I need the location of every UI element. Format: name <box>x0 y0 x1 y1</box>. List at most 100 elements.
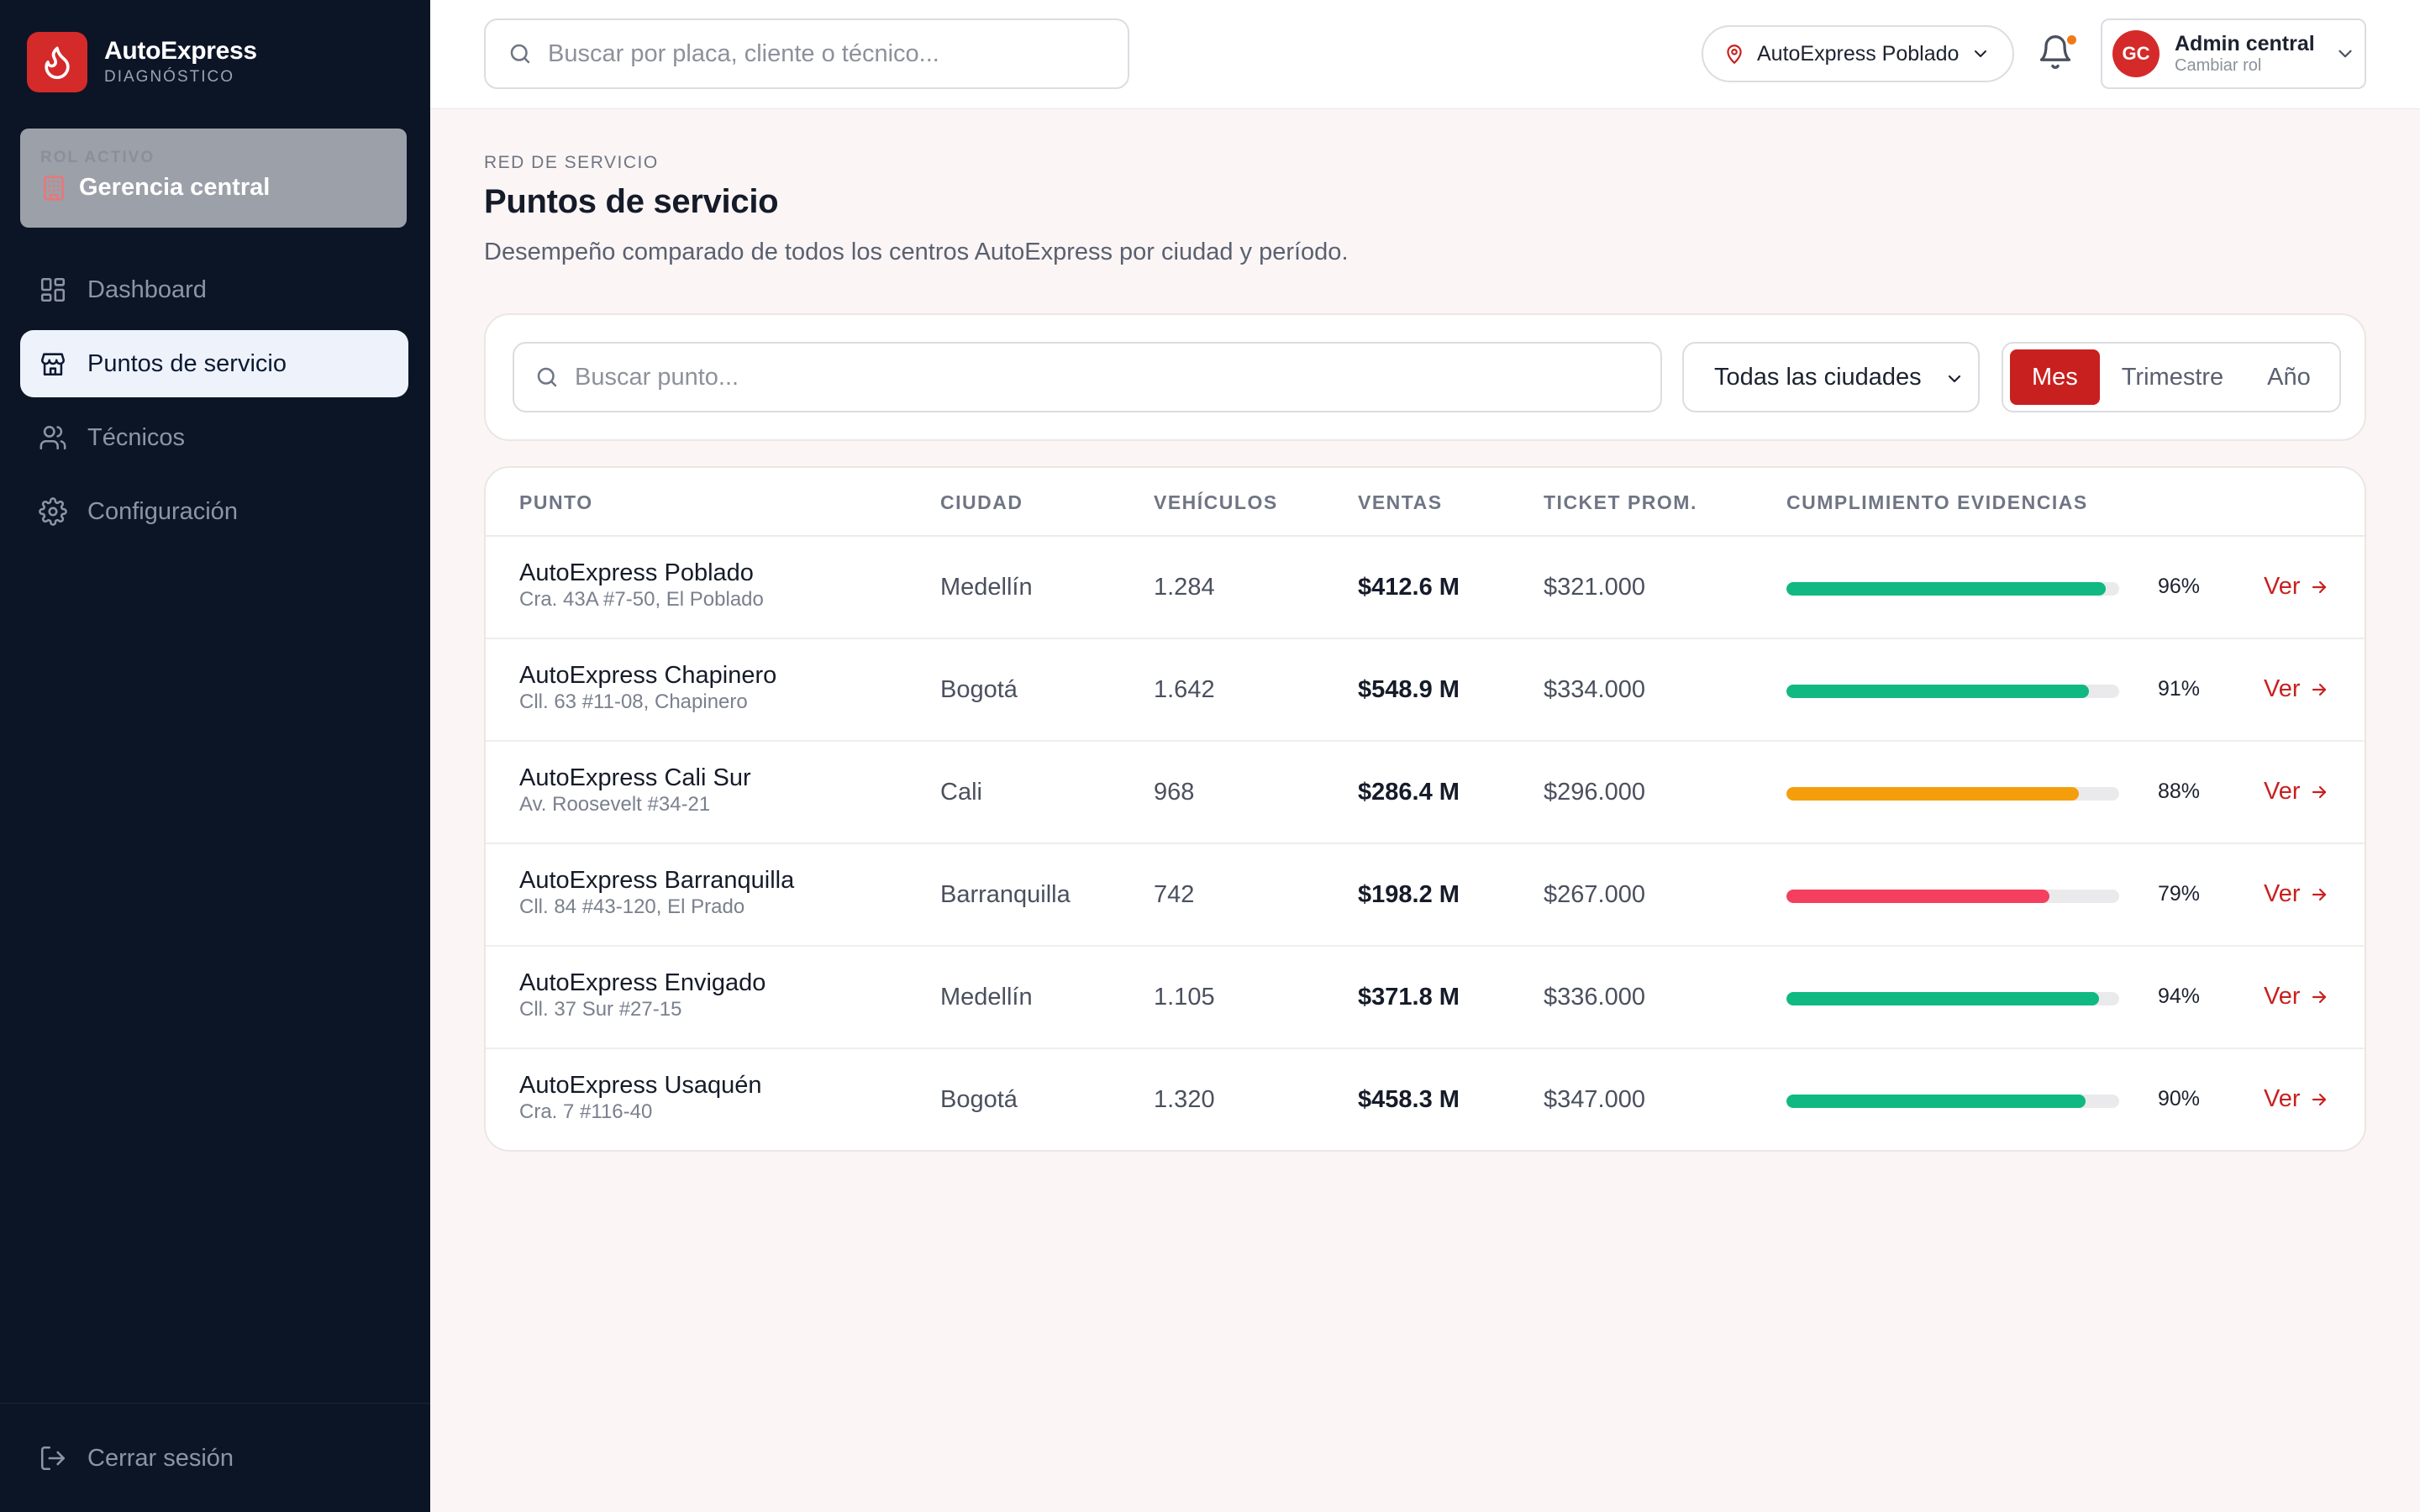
ticket-cell: $334.000 <box>1544 676 1645 703</box>
column-header-sales[interactable]: VENTAS <box>1358 491 1443 513</box>
table-row[interactable]: AutoExpress Usaquén Cra. 7 #116-40 Bogotá 1… <box>486 1049 2365 1150</box>
period-quarter-button[interactable]: Trimestre <box>2121 363 2224 391</box>
compliance-bar <box>1786 582 2119 596</box>
ticket-cell: $336.000 <box>1544 984 1645 1011</box>
view-label: Ver <box>2264 880 2301 907</box>
topbar: AutoExpress Poblado GC Admin central Cam… <box>430 0 2420 109</box>
table-row[interactable]: AutoExpress Cali Sur Av. Roosevelt #34-21… <box>486 742 2365 844</box>
compliance-bar-fill <box>1786 582 2107 596</box>
sales-cell: $198.2 M <box>1358 881 1460 908</box>
table-row[interactable]: AutoExpress Chapinero Cll. 63 #11-08, Cha… <box>486 639 2365 742</box>
column-header-compliance[interactable]: CUMPLIMIENTO EVIDENCIAS <box>1786 491 2088 513</box>
ticket-cell: $267.000 <box>1544 881 1645 908</box>
point-cell: AutoExpress Usaquén Cra. 7 #116-40 <box>519 1071 762 1125</box>
compliance-bar-fill <box>1786 787 2080 801</box>
service-points-table: PUNTO CIUDAD VEHÍCULOS VENTAS TICKET PRO… <box>484 466 2366 1152</box>
change-role-label: Cambiar rol <box>2175 56 2262 75</box>
vehicles-cell: 1.642 <box>1154 676 1215 703</box>
active-role-card[interactable]: ROL ACTIVO Gerencia central <box>20 129 407 228</box>
ticket-cell: $321.000 <box>1544 574 1645 601</box>
vehicles-cell: 1.320 <box>1154 1086 1215 1113</box>
users-icon <box>39 423 67 452</box>
view-label: Ver <box>2264 778 2301 805</box>
column-header-city[interactable]: CIUDAD <box>940 491 1023 513</box>
compliance-bar-fill <box>1786 992 2100 1005</box>
notifications-button[interactable] <box>2037 34 2079 76</box>
sidebar-item-label: Puntos de servicio <box>87 349 287 377</box>
compliance-bar <box>1786 890 2119 903</box>
compliance-bar-fill <box>1786 685 2090 698</box>
compliance-bar <box>1786 685 2119 698</box>
compliance-percent: 91% <box>2157 677 2200 701</box>
logout-icon <box>39 1444 67 1473</box>
column-header-vehicles[interactable]: VEHÍCULOS <box>1154 491 1278 513</box>
compliance-percent: 96% <box>2157 575 2200 598</box>
city-cell: Medellín <box>940 574 1033 601</box>
column-header-point[interactable]: PUNTO <box>519 491 593 513</box>
point-name: AutoExpress Barranquilla <box>519 867 795 894</box>
point-search[interactable] <box>513 342 1662 412</box>
sales-cell: $548.9 M <box>1358 676 1460 703</box>
city-select[interactable]: Todas las ciudades <box>1682 342 1980 412</box>
role-name: Gerencia central <box>79 174 271 201</box>
sidebar: AutoExpress DIAGNÓSTICO ROL ACTIVO Geren… <box>0 0 430 1512</box>
compliance-percent: 94% <box>2157 984 2200 1008</box>
compliance-percent: 79% <box>2157 882 2200 906</box>
avatar: GC <box>2112 30 2160 77</box>
point-address: Cll. 63 #11-08, Chapinero <box>519 690 748 713</box>
point-search-input[interactable] <box>575 363 1660 391</box>
city-cell: Medellín <box>940 984 1033 1011</box>
compliance-bar-fill <box>1786 1095 2086 1108</box>
city-cell: Barranquilla <box>940 881 1071 908</box>
location-selector[interactable]: AutoExpress Poblado <box>1702 25 2014 82</box>
brand[interactable]: AutoExpress DIAGNÓSTICO <box>27 32 257 92</box>
view-button[interactable]: Ver <box>2264 778 2329 806</box>
point-cell: AutoExpress Chapinero Cll. 63 #11-08, Cha… <box>519 661 776 715</box>
grid-icon <box>39 276 67 304</box>
sidebar-item-technicians[interactable]: Técnicos <box>20 404 408 471</box>
point-name: AutoExpress Poblado <box>519 559 754 586</box>
search-icon <box>534 365 560 390</box>
period-month-button[interactable]: Mes <box>2010 349 2100 405</box>
compliance-bar-fill <box>1786 890 2049 903</box>
column-header-ticket[interactable]: TICKET PROM. <box>1544 491 1697 513</box>
vehicles-cell: 1.105 <box>1154 984 1215 1011</box>
view-label: Ver <box>2264 983 2301 1010</box>
sales-cell: $412.6 M <box>1358 574 1460 601</box>
point-cell: AutoExpress Poblado Cra. 43A #7-50, El Po… <box>519 559 764 612</box>
user-menu[interactable]: GC Admin central Cambiar rol <box>2101 18 2366 89</box>
brand-logo-icon <box>27 32 87 92</box>
sidebar-nav: Dashboard Puntos de servicio Técnicos <box>20 256 408 552</box>
table-header: PUNTO CIUDAD VEHÍCULOS VENTAS TICKET PRO… <box>486 468 2365 537</box>
view-button[interactable]: Ver <box>2264 573 2329 601</box>
table-row[interactable]: AutoExpress Envigado Cll. 37 Sur #27-15 Me… <box>486 947 2365 1049</box>
view-button[interactable]: Ver <box>2264 675 2329 703</box>
sales-cell: $458.3 M <box>1358 1086 1460 1113</box>
sidebar-item-dashboard[interactable]: Dashboard <box>20 256 408 323</box>
compliance-bar <box>1786 787 2119 801</box>
view-button[interactable]: Ver <box>2264 880 2329 908</box>
view-label: Ver <box>2264 573 2301 600</box>
compliance-bar <box>1786 1095 2119 1108</box>
view-button[interactable]: Ver <box>2264 1085 2329 1113</box>
point-name: AutoExpress Chapinero <box>519 662 777 689</box>
sidebar-item-service-points[interactable]: Puntos de servicio <box>20 330 408 397</box>
view-button[interactable]: Ver <box>2264 983 2329 1011</box>
arrow-right-icon <box>2309 885 2329 905</box>
logout-button[interactable]: Cerrar sesión <box>39 1444 234 1473</box>
point-address: Cra. 43A #7-50, El Poblado <box>519 588 764 611</box>
point-address: Av. Roosevelt #34-21 <box>519 793 711 816</box>
table-row[interactable]: AutoExpress Poblado Cra. 43A #7-50, El Po… <box>486 537 2365 639</box>
global-search[interactable] <box>484 18 1129 89</box>
global-search-input[interactable] <box>548 39 1128 68</box>
chevron-down-icon <box>1944 369 1965 389</box>
gear-icon <box>39 497 67 526</box>
table-row[interactable]: AutoExpress Barranquilla Cll. 84 #43-120,… <box>486 844 2365 947</box>
sidebar-item-settings[interactable]: Configuración <box>20 478 408 545</box>
table-body: AutoExpress Poblado Cra. 43A #7-50, El Po… <box>486 537 2365 1150</box>
page-title: Puntos de servicio <box>484 183 779 220</box>
point-name: AutoExpress Usaquén <box>519 1072 762 1099</box>
period-year-button[interactable]: Año <box>2267 363 2311 391</box>
point-cell: AutoExpress Barranquilla Cll. 84 #43-120,… <box>519 866 794 920</box>
arrow-right-icon <box>2309 577 2329 597</box>
